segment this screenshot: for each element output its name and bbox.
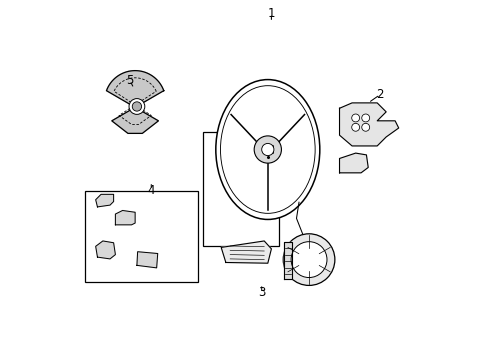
Ellipse shape (220, 86, 314, 213)
Text: 1: 1 (267, 7, 275, 20)
Circle shape (361, 123, 369, 131)
Text: 4: 4 (147, 184, 155, 197)
Polygon shape (96, 194, 113, 207)
Bar (203, 132, 278, 246)
Circle shape (290, 242, 326, 278)
Circle shape (132, 102, 142, 111)
Polygon shape (96, 241, 115, 259)
Text: 3: 3 (258, 287, 265, 300)
Circle shape (351, 123, 359, 131)
Polygon shape (137, 252, 158, 268)
Circle shape (254, 136, 281, 163)
Polygon shape (339, 103, 398, 146)
Circle shape (351, 114, 359, 122)
Ellipse shape (215, 80, 319, 220)
Polygon shape (221, 241, 271, 263)
Circle shape (283, 234, 334, 285)
Circle shape (361, 114, 369, 122)
Text: 5: 5 (126, 74, 133, 87)
Text: 2: 2 (376, 88, 383, 101)
Circle shape (129, 99, 144, 114)
Bar (85, 191, 198, 282)
Polygon shape (115, 211, 135, 225)
Polygon shape (106, 71, 163, 134)
Polygon shape (339, 153, 367, 173)
Polygon shape (284, 242, 292, 279)
Circle shape (261, 143, 273, 156)
